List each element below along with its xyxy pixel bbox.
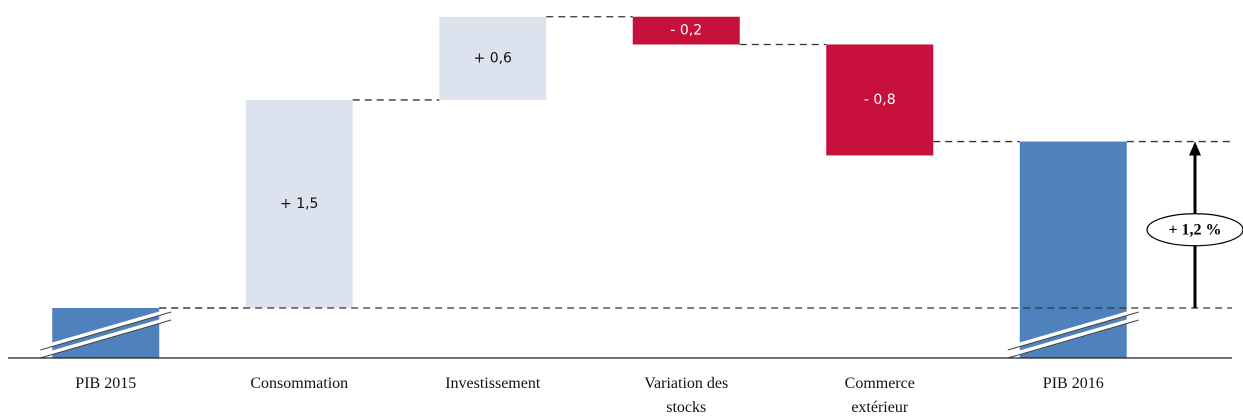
bar	[245, 99, 353, 308]
axis-break	[1007, 311, 1139, 351]
value-label: + 1,5	[280, 196, 318, 212]
total-label: + 1,2 %	[1168, 221, 1221, 238]
category-label: PIB 2015	[75, 375, 137, 392]
category-label: Variation des stocks	[644, 375, 729, 416]
arrow-head	[1189, 141, 1201, 156]
bar	[439, 16, 547, 100]
axis-break	[39, 308, 172, 350]
bar	[632, 16, 740, 45]
bar	[1019, 141, 1127, 358]
category-label: Commerce extérieur	[844, 375, 915, 416]
category-label: Consommation	[250, 375, 349, 392]
value-label: - 0,8	[864, 92, 896, 108]
axis-break	[39, 316, 172, 358]
axis-break	[1007, 316, 1140, 358]
bar	[52, 308, 160, 358]
value-label: + 0,6	[474, 50, 513, 66]
category-label: Investissement	[445, 375, 541, 392]
axis-break	[40, 319, 172, 359]
total-badge	[1146, 213, 1243, 247]
axis-break	[1007, 308, 1140, 350]
bar	[826, 44, 934, 156]
axis-break	[1007, 319, 1139, 359]
axis-break	[40, 311, 172, 351]
value-label: - 0,2	[670, 23, 702, 39]
category-label: PIB 2016	[1042, 375, 1104, 392]
